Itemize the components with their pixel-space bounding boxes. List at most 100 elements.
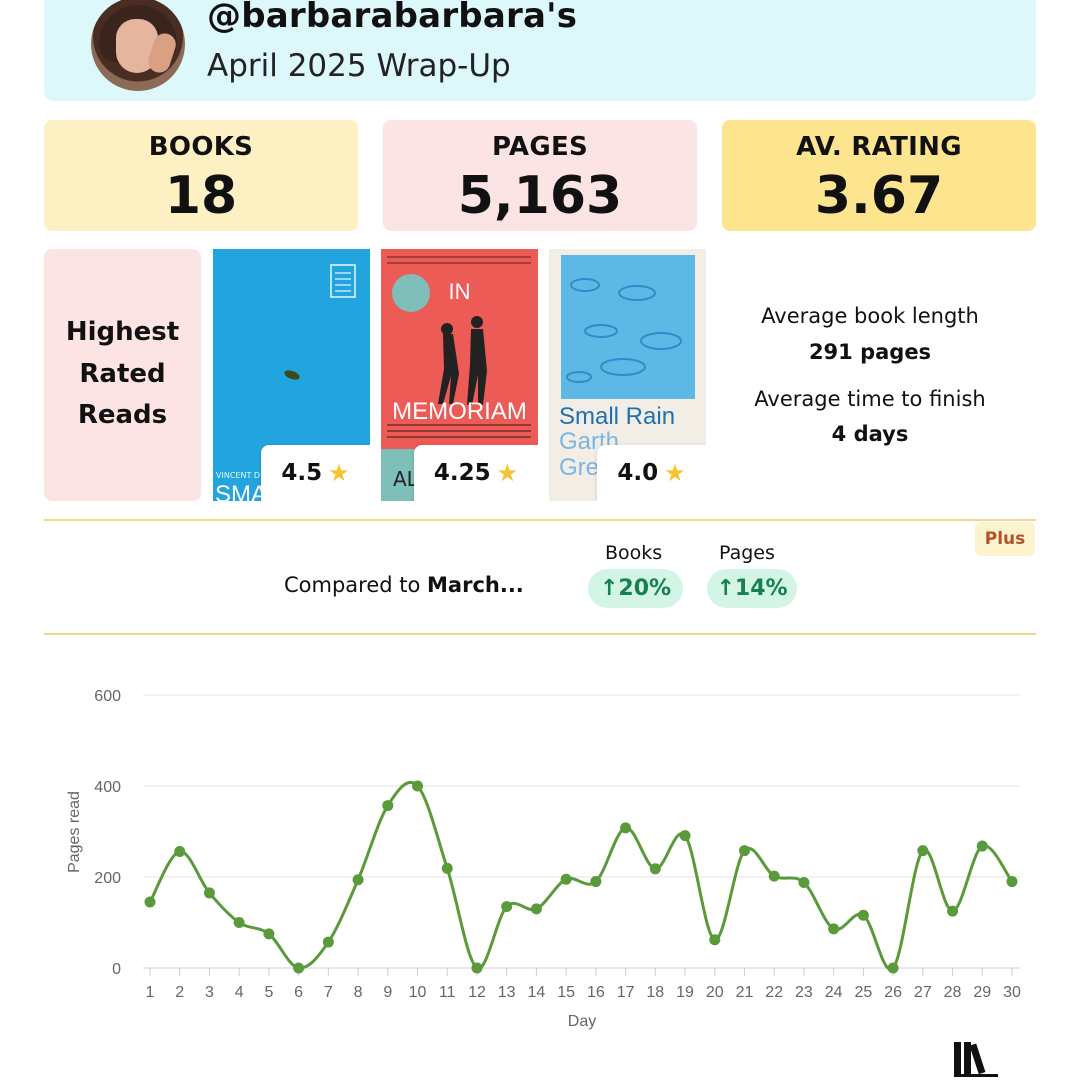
pages-stat-label: PAGES [491, 132, 589, 162]
book-1-rating: 4.5 ★ [261, 445, 370, 501]
pages-stat-card: PAGES 5,163 [383, 120, 697, 231]
x-tick-label: 27 [914, 984, 932, 1001]
data-point[interactable] [382, 800, 394, 812]
data-point[interactable] [947, 905, 959, 917]
x-tick-label: 22 [765, 984, 783, 1001]
data-point[interactable] [768, 870, 780, 882]
x-tick-label: 9 [383, 984, 392, 1001]
data-point[interactable] [976, 840, 988, 852]
wrap-up-title: April 2025 Wrap-Up [207, 48, 511, 84]
x-tick-label: 4 [235, 984, 244, 1001]
data-point[interactable] [203, 887, 215, 899]
book-cover-1-author: VINCENT D [216, 471, 261, 480]
x-tick-label: 24 [825, 984, 843, 1001]
book-cover-2[interactable]: IN MEMORIAM AL 4.25 ★ [381, 249, 538, 501]
x-tick-label: 8 [354, 984, 363, 1001]
y-tick-label: 600 [94, 688, 121, 705]
data-point[interactable] [798, 876, 810, 888]
average-length-label: Average book length [761, 304, 979, 328]
rating-stat-value: 3.67 [814, 166, 944, 226]
y-axis-label: Pages read [66, 791, 83, 873]
book-2-rating: 4.25 ★ [414, 445, 538, 501]
book-cover-1[interactable]: VINCENT D SMA 4.5 ★ [213, 249, 370, 501]
x-tick-label: 28 [944, 984, 962, 1001]
books-stat-card: BOOKS 18 [44, 120, 358, 231]
y-tick-label: 0 [112, 961, 121, 978]
pages-change-pill: ↑14% [707, 569, 797, 608]
data-point[interactable] [322, 936, 334, 948]
x-tick-label: 20 [706, 984, 724, 1001]
data-point[interactable] [471, 962, 483, 974]
section-divider [44, 519, 1036, 521]
data-point[interactable] [917, 845, 929, 857]
pages-change-label: Pages [719, 542, 775, 564]
data-point[interactable] [828, 923, 840, 935]
data-point[interactable] [144, 896, 156, 908]
data-point[interactable] [590, 876, 602, 888]
avatar[interactable] [91, 0, 185, 91]
x-tick-label: 12 [468, 984, 486, 1001]
highest-rated-title-line: Rated [79, 359, 166, 389]
plus-badge[interactable]: Plus [975, 522, 1035, 556]
data-point[interactable] [857, 909, 869, 921]
data-point[interactable] [174, 846, 186, 858]
x-tick-label: 16 [587, 984, 605, 1001]
books-change-label: Books [605, 542, 663, 564]
books-stat-label: BOOKS [148, 132, 254, 162]
rating-stat-card: AV. RATING 3.67 [722, 120, 1036, 231]
pages-read-series-line [148, 780, 1014, 971]
data-point[interactable] [738, 845, 750, 857]
comparison-text: Compared to March... [284, 573, 524, 597]
data-point[interactable] [679, 830, 691, 842]
data-point[interactable] [1006, 876, 1018, 888]
pages-stat-value: 5,163 [457, 166, 623, 226]
book-cover-2-title-top: IN [448, 279, 471, 304]
data-point[interactable] [887, 962, 899, 974]
books-change-pill: ↑20% [588, 569, 683, 608]
average-time-label: Average time to finish [754, 387, 986, 411]
x-tick-label: 17 [617, 984, 635, 1001]
book-1-rating-value: 4.5 [281, 460, 323, 486]
comparison-month: March... [427, 573, 524, 597]
x-tick-label: 15 [557, 984, 575, 1001]
average-time-value: 4 days [831, 422, 909, 446]
star-icon: ★ [496, 459, 519, 487]
x-axis-label: Day [568, 1013, 596, 1030]
book-cover-2-title-bottom: MEMORIAM [392, 398, 527, 425]
x-tick-label: 29 [973, 984, 991, 1001]
book-cover-1-title: SMA [215, 481, 268, 501]
x-tick-label: 1 [146, 984, 155, 1001]
highest-rated-title-line: Reads [77, 400, 168, 430]
data-point[interactable] [293, 962, 305, 974]
x-tick-label: 10 [409, 984, 427, 1001]
data-point[interactable] [263, 928, 275, 940]
section-divider [44, 633, 1036, 635]
data-point[interactable] [501, 901, 513, 913]
book-3-rating-value: 4.0 [617, 460, 659, 486]
x-tick-label: 2 [175, 984, 184, 1001]
star-icon: ★ [328, 459, 350, 487]
username-handle[interactable]: @barbarabarbara's [207, 0, 578, 36]
data-point[interactable] [233, 917, 245, 928]
book-cover-3[interactable]: Small Rain Garth Gre 4.0 ★ [549, 249, 706, 501]
x-tick-label: 25 [854, 984, 872, 1001]
book-cover-3-title: Small Rain [559, 403, 676, 430]
data-point[interactable] [412, 780, 424, 792]
x-tick-label: 11 [439, 984, 456, 1001]
data-point[interactable] [560, 873, 572, 885]
data-point[interactable] [530, 903, 542, 915]
x-tick-label: 26 [884, 984, 902, 1001]
x-tick-label: 13 [498, 984, 516, 1001]
data-point[interactable] [352, 874, 364, 886]
star-icon: ★ [664, 459, 686, 487]
book-2-rating-value: 4.25 [433, 460, 491, 486]
book-cover-2-author: AL [393, 467, 418, 491]
header-banner [44, 0, 1036, 101]
x-tick-label: 19 [676, 984, 694, 1001]
data-point[interactable] [620, 822, 632, 834]
data-point[interactable] [709, 934, 721, 946]
data-point[interactable] [441, 862, 453, 874]
data-point[interactable] [649, 863, 661, 875]
average-length-value: 291 pages [808, 340, 932, 364]
